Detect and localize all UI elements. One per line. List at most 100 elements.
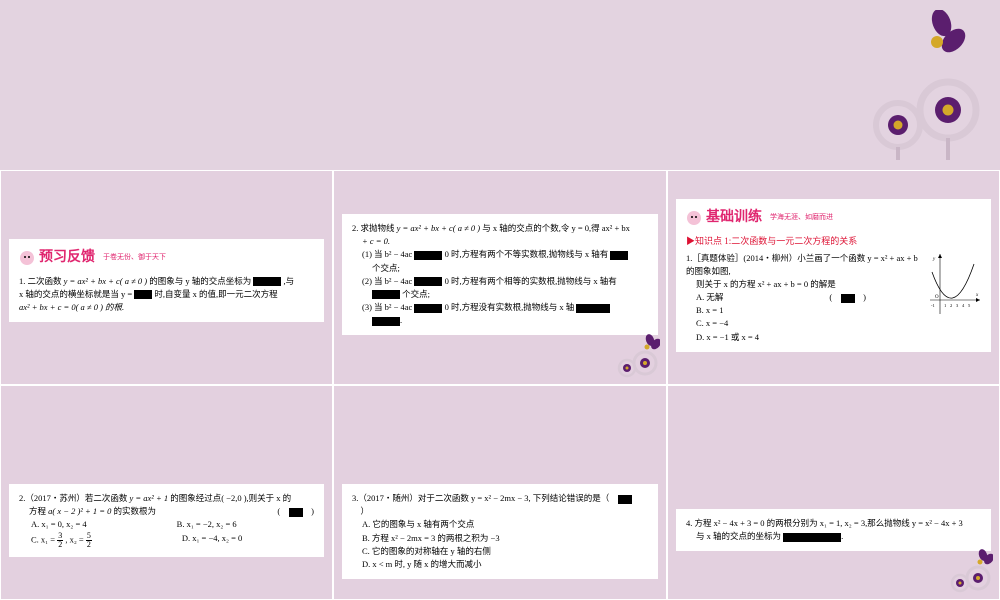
blank-answer: __	[414, 251, 442, 260]
question-1-body: 1. 二次函数 y = ax² + bx + c( a ≠ 0 ) 的图象与 y…	[19, 275, 314, 315]
svg-text:x: x	[975, 293, 979, 298]
text: 的图象经过点( −2,0 ),则关于 x 的	[168, 493, 291, 503]
text: , x₂ =	[63, 534, 86, 544]
formula: y = ax² + 1	[130, 493, 169, 503]
text: 的实数根为	[111, 506, 156, 516]
svg-text:4: 4	[962, 303, 965, 308]
svg-text:O: O	[935, 295, 939, 300]
text: 个交点;	[400, 289, 430, 299]
cell-3: 基础训练 学海无涯、如磨而进 ▶知识点 1:二次函数与一元二次方程的关系 -1 …	[667, 170, 1000, 385]
slide-grid: 预习反馈 于卷无份、御于天下 1. 二次函数 y = ax² + bx + c(…	[0, 170, 1000, 600]
ribbon-training: 基础训练 学海无涯、如磨而进	[686, 207, 981, 229]
question-body: -1 1 2 3 4 5 x y O 1.［真题体验］(2014・柳州）小兰画了…	[686, 252, 981, 344]
option-a: A. 它的图象与 x 轴有两个交点	[362, 518, 648, 531]
ribbon-subtitle: 于卷无份、御于天下	[103, 252, 166, 263]
option-c: C. 它的图象的对称轴在 y 轴的右侧	[362, 545, 648, 558]
blank-answer: _	[610, 251, 628, 260]
option-d: D. x < m 时, y 随 x 的增大而减小	[362, 558, 648, 571]
text: 的图象与 y 轴的交点坐标为	[147, 276, 253, 286]
cell-5: 3.（2017・随州）对于二次函数 y = x² − 2mx − 3, 下列结论…	[333, 385, 667, 600]
blank-answer: __	[414, 277, 442, 286]
text: 0 时,方程没有实数根,抛物线与 x 轴	[442, 302, 576, 312]
option-c: C. x = −4	[696, 317, 981, 330]
svg-text:5: 5	[968, 303, 971, 308]
card-q2-suzhou: 2.（2017・苏州）若二次函数 y = ax² + 1 的图象经过点( −2,…	[9, 484, 324, 557]
formula: a( x − 2 )² + 1 = 0	[48, 506, 111, 516]
knowledge-point-header: ▶知识点 1:二次函数与一元二次方程的关系	[686, 235, 981, 249]
text: (1) 当 b² − 4ac	[362, 249, 414, 259]
text: (2) 当 b² − 4ac	[362, 276, 414, 286]
blank-answer: ____	[576, 304, 610, 313]
ribbon-title: 基础训练	[706, 207, 762, 229]
question-2-body: 2. 求抛物线 y = ax² + bx + c( a ≠ 0 ) 与 x 轴的…	[352, 222, 648, 327]
text: 0 时,方程有两个不等实数根,抛物线与 x 轴有	[442, 249, 610, 259]
blank-answer: __	[372, 317, 400, 326]
ribbon-title: 预习反馈	[39, 247, 95, 269]
text: 1.［真题体验］(2014・柳州）小兰画了一个函数 y = x² + ax + …	[686, 253, 918, 276]
text: 4. 方程 x² − 4x + 3 = 0 的两根分别为 x₁ = 1, x₂ …	[686, 518, 963, 528]
ribbon-subtitle: 学海无涯、如磨而进	[770, 212, 833, 223]
svg-text:-1: -1	[931, 303, 935, 308]
frac-den: 2	[86, 541, 92, 549]
mascot-icon	[686, 210, 702, 226]
header-banner	[0, 0, 1000, 170]
text: 与 x 轴的交点的坐标为	[696, 531, 783, 541]
ribbon-preview: 预习反馈 于卷无份、御于天下	[19, 247, 314, 269]
option-c: C. x₁ = 32 , x₂ = 52	[31, 532, 92, 549]
text: C. x₁ =	[31, 534, 57, 544]
answer-paren	[618, 495, 632, 504]
card-q2: 2. 求抛物线 y = ax² + bx + c( a ≠ 0 ) 与 x 轴的…	[342, 214, 658, 335]
text: 2.（2017・苏州）若二次函数	[19, 493, 130, 503]
cell-4: 2.（2017・苏州）若二次函数 y = ax² + 1 的图象经过点( −2,…	[0, 385, 333, 600]
card-q3-suizhou: 3.（2017・随州）对于二次函数 y = x² − 2mx − 3, 下列结论…	[342, 484, 658, 579]
cell-1: 预习反馈 于卷无份、御于天下 1. 二次函数 y = ax² + bx + c(…	[0, 170, 333, 385]
parabola-graph: -1 1 2 3 4 5 x y O	[926, 252, 981, 317]
text: 个交点;	[372, 263, 400, 273]
question-body: 4. 方程 x² − 4x + 3 = 0 的两根分别为 x₁ = 1, x₂ …	[686, 517, 981, 543]
formula: ax² + bx + c = 0( a ≠ 0 ) 的根.	[19, 302, 124, 312]
svg-text:1: 1	[944, 303, 946, 308]
blank-answer: _	[372, 290, 400, 299]
option-a: A. x₁ = 0, x₂ = 4	[31, 518, 87, 531]
svg-text:2: 2	[950, 303, 952, 308]
text: 1. 二次函数	[19, 276, 64, 286]
option-b: B. 方程 x² − 2mx = 3 的两根之积为 −3	[362, 532, 648, 545]
formula: y = ax² + bx + c( a ≠ 0 )	[64, 276, 147, 286]
mascot-icon	[19, 250, 35, 266]
question-body: 3.（2017・随州）对于二次函数 y = x² − 2mx − 3, 下列结论…	[352, 492, 648, 571]
text: .	[400, 315, 402, 325]
blank-answer: ______	[783, 533, 841, 542]
text: (3) 当 b² − 4ac	[362, 302, 414, 312]
text: x 轴的交点的横坐标就是当 y =	[19, 289, 134, 299]
flower-decoration-large	[840, 10, 980, 160]
text: 3.（2017・随州）对于二次函数 y = x² − 2mx − 3, 下列结论…	[352, 493, 609, 503]
text: 方程	[29, 506, 48, 516]
text: ,与	[281, 276, 294, 286]
text: ）	[361, 506, 370, 516]
text: 0 时,方程有两个相等的实数根,抛物线与 x 轴有	[442, 276, 616, 286]
option-b: B. x₁ = −2, x₂ = 6	[177, 518, 237, 531]
blank-answer: ____	[253, 277, 281, 286]
text: .	[841, 531, 843, 541]
blank-answer: __	[414, 304, 442, 313]
answer-paren	[841, 294, 855, 303]
option-d: D. x₁ = −4, x₂ = 0	[182, 532, 242, 549]
cell-2: 2. 求抛物线 y = ax² + bx + c( a ≠ 0 ) 与 x 轴的…	[333, 170, 667, 385]
question-body: 2.（2017・苏州）若二次函数 y = ax² + 1 的图象经过点( −2,…	[19, 492, 314, 549]
text: 与 x 轴的交点的个数,令 y = 0,得 ax² + bx	[480, 223, 630, 233]
flower-decoration-small	[610, 328, 660, 378]
card-preview-feedback: 预习反馈 于卷无份、御于天下 1. 二次函数 y = ax² + bx + c(…	[9, 239, 324, 322]
answer-paren	[289, 508, 303, 517]
svg-text:y: y	[932, 257, 936, 262]
text: 2. 求抛物线	[352, 223, 397, 233]
flower-decoration-small	[943, 543, 993, 593]
text: 时,自变量 x 的值,即一元二次方程	[152, 289, 277, 299]
option-d: D. x = −1 或 x = 4	[696, 331, 981, 344]
blank-answer: __	[134, 290, 152, 299]
formula: y = ax² + bx + c( a ≠ 0 )	[397, 223, 480, 233]
svg-text:3: 3	[956, 303, 959, 308]
formula: + c = 0.	[362, 236, 390, 246]
cell-6: 4. 方程 x² − 4x + 3 = 0 的两根分别为 x₁ = 1, x₂ …	[667, 385, 1000, 600]
card-basic-training: 基础训练 学海无涯、如磨而进 ▶知识点 1:二次函数与一元二次方程的关系 -1 …	[676, 199, 991, 352]
text: 则关于 x 的方程 x² + ax + b = 0 的解是	[696, 279, 836, 289]
